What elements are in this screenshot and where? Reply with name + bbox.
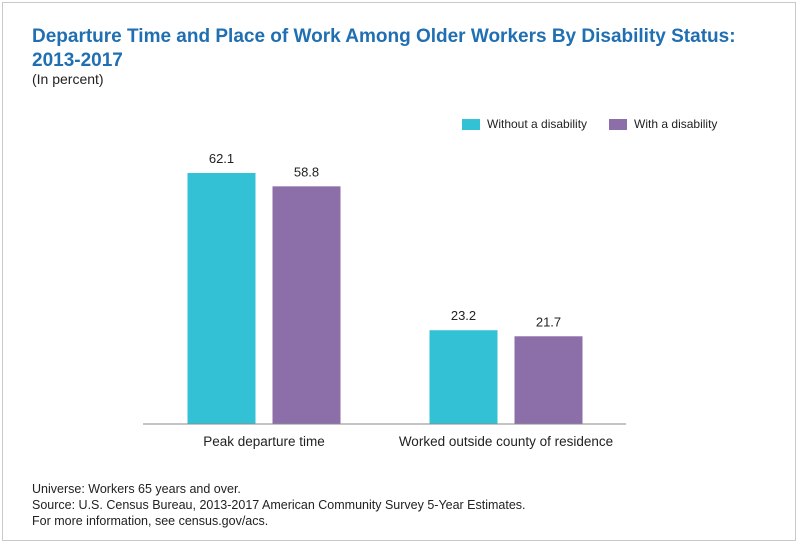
data-label-without-0: 62.1	[209, 151, 234, 166]
bar-with-disability-0	[272, 186, 341, 424]
footer-source: Source: U.S. Census Bureau, 2013-2017 Am…	[32, 498, 526, 512]
legend-label-without-disability: Without a disability	[487, 117, 588, 131]
legend: Without a disability With a disability	[462, 117, 739, 131]
data-label-with-0: 58.8	[294, 164, 319, 179]
footer-notes: Universe: Workers 65 years and over. Sou…	[32, 481, 526, 529]
legend-label-with-disability: With a disability	[634, 117, 718, 131]
bar-with-disability-1	[514, 336, 583, 424]
data-label-without-1: 23.2	[451, 308, 476, 323]
legend-swatch-without-disability	[462, 118, 480, 130]
bar-without-disability-1	[429, 330, 498, 424]
legend-swatch-with-disability	[609, 118, 628, 130]
data-label-with-1: 21.7	[536, 314, 561, 329]
legend-item-with-disability: With a disability	[609, 117, 717, 131]
category-label-1: Worked outside county of residence	[399, 434, 613, 449]
chart-title: Departure Time and Place of Work Among O…	[32, 26, 736, 71]
category-label-0: Peak departure time	[203, 434, 325, 449]
legend-item-without-disability: Without a disability	[462, 117, 587, 131]
chart-subtitle: (In percent)	[32, 71, 104, 87]
footer-info: For more information, see census.gov/acs…	[32, 514, 269, 528]
bar-without-disability-0	[187, 173, 256, 424]
footer-universe: Universe: Workers 65 years and over.	[32, 482, 241, 496]
